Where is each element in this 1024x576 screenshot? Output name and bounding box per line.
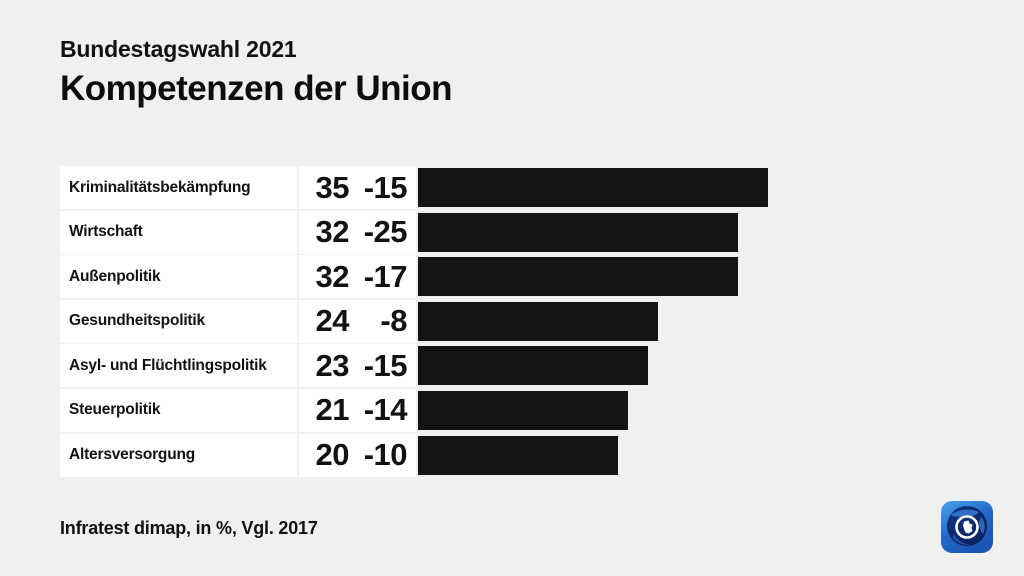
chart-row: Altersversorgung 20 -10 [60,433,768,477]
bar [418,301,658,341]
value-current: 35 [315,169,350,205]
value-delta: -8 [380,303,407,339]
category-label: Altersversorgung [60,433,297,477]
value-cell: 35 -15 [299,166,416,209]
category-label: Wirtschaft [60,210,297,254]
value-cell: 24 -8 [299,299,416,343]
value-current: 24 [315,303,350,339]
value-cell: 23 -15 [299,344,416,388]
chart-row: Wirtschaft 32 -25 [60,210,768,254]
value-current: 32 [315,214,350,250]
chart-row: Außenpolitik 32 -17 [60,255,768,299]
value-current: 21 [315,392,350,428]
value-current: 23 [315,347,350,383]
value-delta: -17 [363,258,408,294]
category-label: Steuerpolitik [60,388,297,432]
value-cell: 21 -14 [299,388,416,432]
chart-row: Gesundheitspolitik 24 -8 [60,299,768,343]
source-note: Infratest dimap, in %, Vgl. 2017 [60,518,318,538]
page-title: Kompetenzen der Union [60,69,453,108]
value-cell: 20 -10 [299,433,416,477]
bar [418,212,738,252]
bar [418,346,648,386]
bar [418,435,618,475]
value-current: 20 [315,437,350,473]
bar [418,257,738,297]
value-delta: -25 [363,214,408,250]
bar [418,168,768,207]
bar-chart: Kriminalitätsbekämpfung 35 -15 Wirtschaf… [60,166,768,478]
value-delta: -14 [363,392,408,428]
category-label: Außenpolitik [60,255,297,299]
value-cell: 32 -17 [299,255,416,299]
chart-kicker: Bundestagswahl 2021 [60,36,297,62]
value-delta: -15 [363,169,408,205]
value-delta: -10 [363,437,408,473]
category-label: Gesundheitspolitik [60,299,297,343]
tagesschau-logo-icon [941,501,993,553]
value-cell: 32 -25 [299,210,416,254]
chart-row: Steuerpolitik 21 -14 [60,388,768,432]
chart-row: Kriminalitätsbekämpfung 35 -15 [60,166,768,209]
category-label: Kriminalitätsbekämpfung [60,166,297,209]
value-delta: -15 [363,347,408,383]
category-label: Asyl- und Flüchtlingspolitik [60,344,297,388]
bar [418,390,628,430]
chart-row: Asyl- und Flüchtlingspolitik 23 -15 [60,344,768,388]
chart-header: Bundestagswahl 2021 Kompetenzen der Unio… [60,36,453,109]
value-current: 32 [315,258,350,294]
